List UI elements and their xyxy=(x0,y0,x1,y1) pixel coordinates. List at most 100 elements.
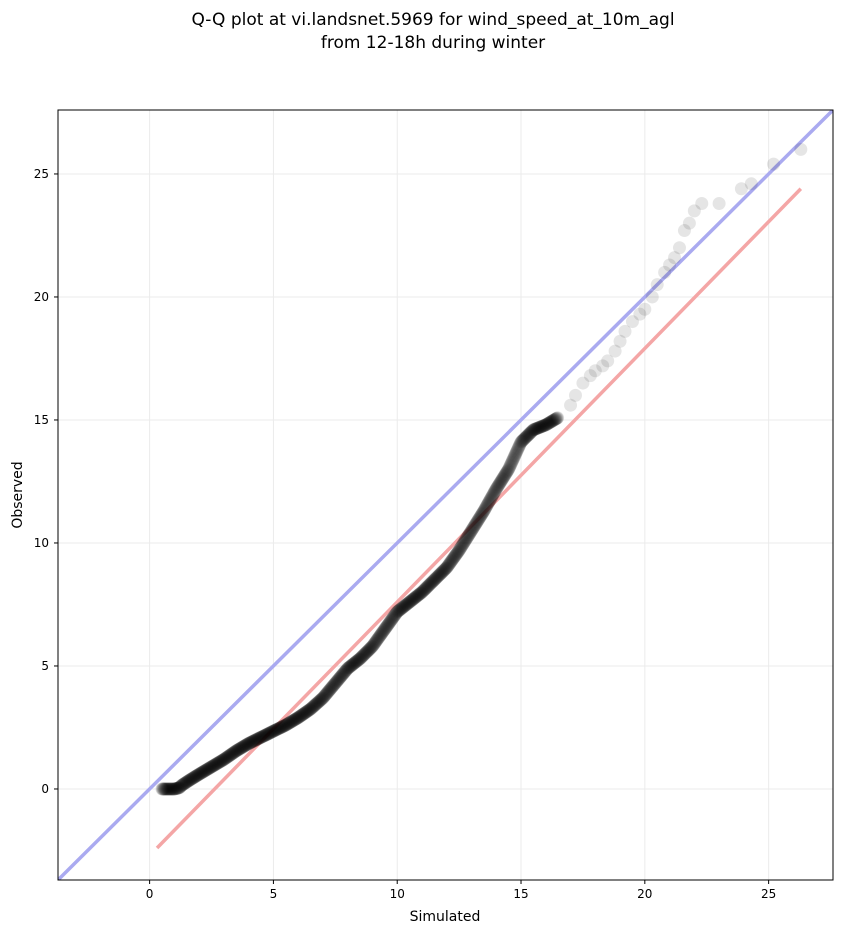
data-point xyxy=(305,701,319,715)
data-point xyxy=(230,744,244,758)
data-point xyxy=(159,782,173,796)
data-point xyxy=(333,670,347,684)
data-point xyxy=(446,552,460,566)
data-point xyxy=(568,388,582,402)
data-point xyxy=(333,671,347,685)
data-point xyxy=(242,736,256,750)
data-point xyxy=(265,725,279,739)
data-point xyxy=(444,554,458,568)
data-point xyxy=(349,655,363,669)
data-point xyxy=(331,673,345,687)
data-point xyxy=(209,757,223,771)
data-point xyxy=(520,429,534,443)
data-point xyxy=(548,413,562,427)
data-point xyxy=(495,472,509,486)
data-point xyxy=(381,617,395,631)
data-point xyxy=(224,747,238,761)
data-point xyxy=(381,618,395,632)
data-point xyxy=(538,418,552,432)
data-point xyxy=(209,757,223,771)
data-point xyxy=(166,782,180,796)
data-point xyxy=(432,568,446,582)
data-point xyxy=(482,495,496,509)
data-point xyxy=(389,607,403,621)
data-point xyxy=(345,658,359,672)
data-point xyxy=(405,593,419,607)
data-point xyxy=(391,604,405,618)
data-point xyxy=(530,421,544,435)
data-point xyxy=(366,639,380,653)
data-point xyxy=(282,716,296,730)
data-point xyxy=(291,711,305,725)
data-point xyxy=(494,475,508,489)
data-point xyxy=(436,565,450,579)
data-point xyxy=(457,535,471,549)
data-point xyxy=(539,418,553,432)
data-point xyxy=(434,566,448,580)
data-point xyxy=(424,576,438,590)
data-point xyxy=(394,602,408,616)
data-point xyxy=(307,699,321,713)
data-point xyxy=(377,623,391,637)
data-point xyxy=(233,741,247,755)
x-axis-label: Simulated xyxy=(410,909,481,925)
data-point xyxy=(464,524,478,538)
data-point xyxy=(286,714,300,728)
data-point xyxy=(239,738,253,752)
data-point xyxy=(388,608,402,622)
data-point xyxy=(462,528,476,542)
data-point xyxy=(286,714,300,728)
data-point xyxy=(328,677,342,691)
data-point xyxy=(401,597,415,611)
data-point xyxy=(545,414,559,428)
data-point xyxy=(470,514,484,528)
data-point xyxy=(181,774,195,788)
data-point xyxy=(255,730,269,744)
data-point xyxy=(434,566,448,580)
data-point xyxy=(176,778,190,792)
data-point xyxy=(454,541,468,555)
data-point xyxy=(163,782,177,796)
data-point xyxy=(297,707,311,721)
data-point xyxy=(794,142,808,156)
data-point xyxy=(242,736,256,750)
data-point xyxy=(171,781,185,795)
data-point xyxy=(189,769,203,783)
data-point xyxy=(513,437,527,451)
data-point xyxy=(181,774,195,788)
data-point xyxy=(218,751,232,765)
data-point xyxy=(497,469,511,483)
data-point xyxy=(500,465,514,479)
data-point xyxy=(472,512,486,526)
data-point xyxy=(464,525,478,539)
data-point xyxy=(211,756,225,770)
data-point xyxy=(198,764,212,778)
data-point xyxy=(232,742,246,756)
data-point xyxy=(169,781,183,795)
chart-title-line-1: Q-Q plot at vi.landsnet.5969 for wind_sp… xyxy=(191,10,674,30)
data-point xyxy=(440,560,454,574)
data-point xyxy=(262,726,276,740)
data-point xyxy=(421,579,435,593)
y-axis-label: Observed xyxy=(10,461,26,528)
data-point xyxy=(187,770,201,784)
data-point xyxy=(541,417,555,431)
data-point xyxy=(258,728,272,742)
data-point xyxy=(355,650,369,664)
data-point xyxy=(193,767,207,781)
data-point xyxy=(159,782,173,796)
data-point xyxy=(246,734,260,748)
data-point xyxy=(218,752,232,766)
data-point xyxy=(238,739,252,753)
data-point xyxy=(484,491,498,505)
data-point xyxy=(216,753,230,767)
data-point xyxy=(385,612,399,626)
data-point xyxy=(546,414,560,428)
data-point xyxy=(171,781,185,795)
fit-line xyxy=(155,187,803,850)
data-point xyxy=(411,589,425,603)
data-point xyxy=(449,548,463,562)
data-point xyxy=(329,675,343,689)
data-point xyxy=(187,771,201,785)
data-point xyxy=(157,782,171,796)
